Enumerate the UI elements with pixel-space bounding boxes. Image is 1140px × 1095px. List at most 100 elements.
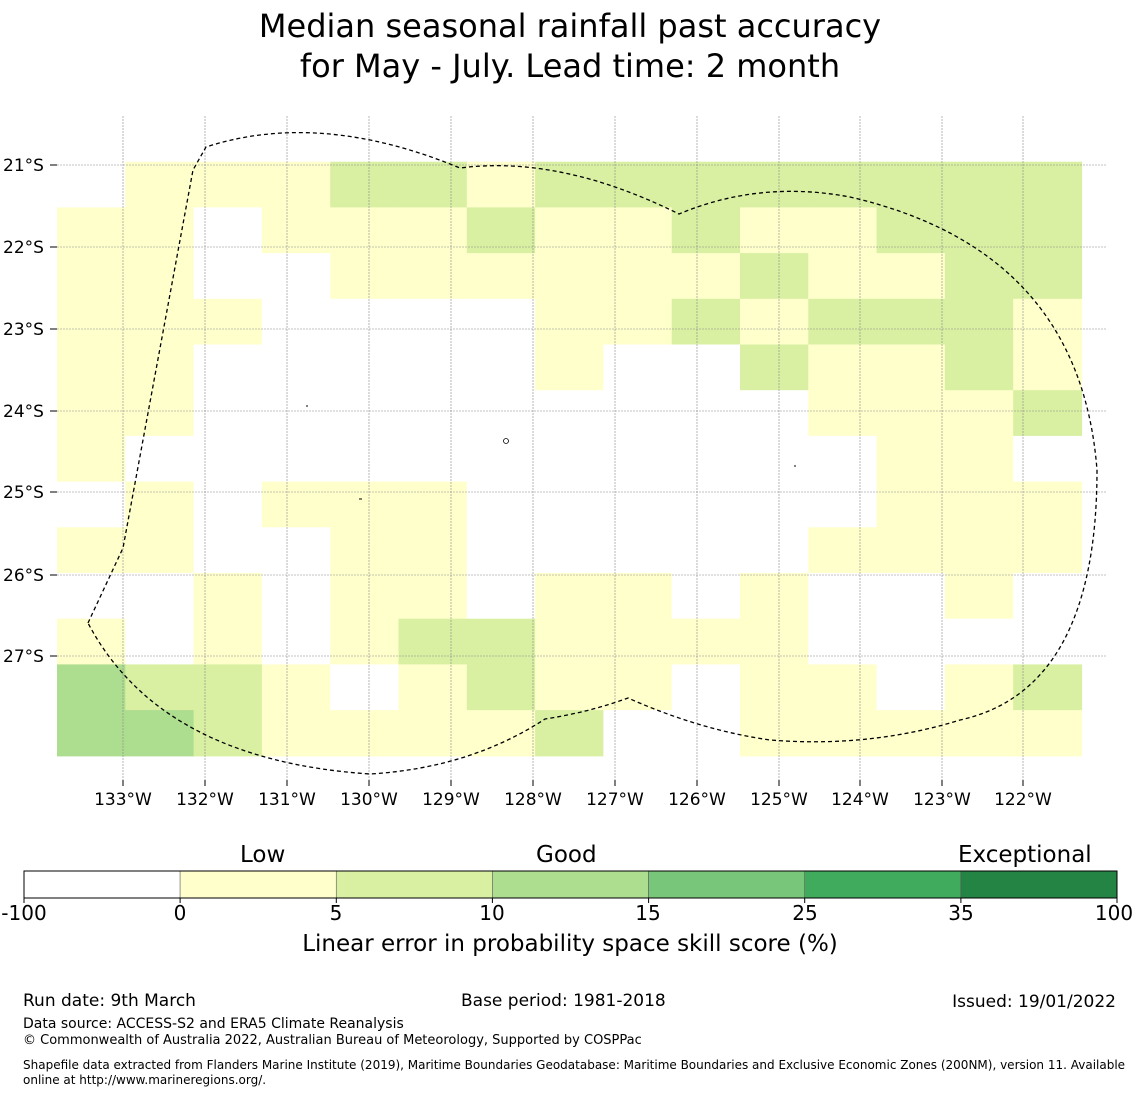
skill-cell	[330, 664, 400, 711]
skill-cell	[466, 618, 536, 665]
colorbar-tick: 35	[948, 901, 974, 925]
skill-cell	[466, 481, 536, 528]
skill-cell	[57, 664, 126, 711]
skill-cell	[330, 435, 400, 483]
skill-cell	[398, 161, 468, 208]
skill-cell	[944, 710, 1014, 757]
skill-cell	[740, 390, 809, 437]
skill-cell	[193, 481, 263, 528]
skill-cell	[944, 618, 1014, 665]
skill-cell	[671, 710, 741, 757]
skill-cell	[57, 435, 126, 483]
skill-cell	[944, 435, 1014, 483]
skill-cell	[944, 573, 1014, 620]
title-line-1: Median seasonal rainfall past accuracy	[258, 7, 882, 45]
lat-label: 25°S	[3, 483, 44, 503]
skill-cell	[535, 710, 604, 757]
skill-cell	[740, 207, 809, 254]
graticule	[50, 116, 1106, 786]
skill-cell	[808, 573, 878, 620]
skill-cell	[740, 527, 809, 574]
skill-cell	[398, 710, 468, 757]
skill-cell	[1013, 527, 1083, 574]
skill-cell	[193, 298, 263, 346]
lat-label: 27°S	[3, 647, 44, 667]
map-title: Median seasonal rainfall past accuracy f…	[0, 6, 1140, 86]
skill-cell	[535, 664, 604, 711]
skill-cell	[603, 664, 673, 711]
skill-cell	[603, 253, 673, 300]
skill-cell	[603, 344, 673, 391]
skill-cell	[398, 573, 468, 620]
skill-cell	[466, 573, 536, 620]
colorbar-swatch	[804, 870, 962, 899]
skill-cell	[261, 527, 331, 574]
skill-cell	[671, 116, 741, 163]
skill-cell	[876, 435, 946, 483]
skill-cell	[125, 207, 195, 254]
issued-date: Issued: 19/01/2022	[952, 992, 1116, 1012]
skill-cell	[603, 435, 673, 483]
skill-cell	[125, 618, 195, 665]
skill-cell	[57, 207, 126, 254]
skill-cell	[57, 618, 126, 665]
skill-cell	[535, 161, 604, 208]
skill-cell	[671, 390, 741, 437]
skill-cell	[466, 161, 536, 208]
skill-cell	[603, 161, 673, 208]
skill-cell	[193, 435, 263, 483]
skill-cell	[466, 435, 536, 483]
skill-cell	[125, 390, 195, 437]
eez-boundary	[87, 131, 1098, 775]
skill-cell	[57, 481, 126, 528]
colorbar	[23, 870, 1118, 903]
skill-cell	[740, 435, 809, 483]
skill-cell	[808, 344, 878, 391]
skill-cell	[535, 618, 604, 665]
skill-cell	[944, 298, 1014, 346]
skill-cell	[330, 390, 400, 437]
skill-cell	[876, 664, 946, 711]
colorbar-tick: 0	[173, 901, 187, 925]
skill-cell	[57, 116, 126, 163]
colorbar-border	[23, 870, 1118, 899]
skill-cell	[398, 344, 468, 391]
skill-cell	[330, 344, 400, 391]
skill-cell	[876, 710, 946, 757]
skill-cell	[876, 618, 946, 665]
skill-cell	[876, 527, 946, 574]
skill-cell	[808, 207, 878, 254]
colorbar-tick: 15	[635, 901, 661, 925]
skill-cell	[57, 573, 126, 620]
skill-cell	[330, 481, 400, 528]
skill-cell	[330, 710, 400, 757]
skill-cell	[125, 481, 195, 528]
skill-cell	[603, 618, 673, 665]
lon-label: 123°W	[913, 790, 971, 810]
skill-cell	[466, 298, 536, 346]
longitude-labels: 133°W 132°W 131°W 130°W 129°W 128°W 127°…	[94, 790, 1052, 810]
skill-cell	[1013, 481, 1083, 528]
colorbar-label: Linear error in probability space skill …	[302, 931, 838, 957]
skill-cell	[398, 618, 468, 665]
skill-cell	[944, 390, 1014, 437]
skill-cell	[330, 253, 400, 300]
skill-cell	[1013, 618, 1083, 665]
copyright: © Commonwealth of Australia 2022, Austra…	[23, 1033, 642, 1048]
skill-grid-cells	[57, 116, 1083, 757]
skill-cell	[876, 116, 946, 163]
skill-cell	[193, 344, 263, 391]
colorbar-tick: 100	[1094, 901, 1134, 925]
skill-cell	[261, 435, 331, 483]
skill-cell	[125, 527, 195, 574]
skill-cell	[398, 527, 468, 574]
lon-label: 122°W	[994, 790, 1052, 810]
skill-cell	[944, 161, 1014, 208]
skill-cell	[740, 664, 809, 711]
skill-cell	[740, 161, 809, 208]
lon-label: 128°W	[504, 790, 562, 810]
skill-cell	[944, 344, 1014, 391]
category-low: Low	[240, 842, 286, 868]
skill-cell	[535, 573, 604, 620]
skill-cell	[261, 207, 331, 254]
